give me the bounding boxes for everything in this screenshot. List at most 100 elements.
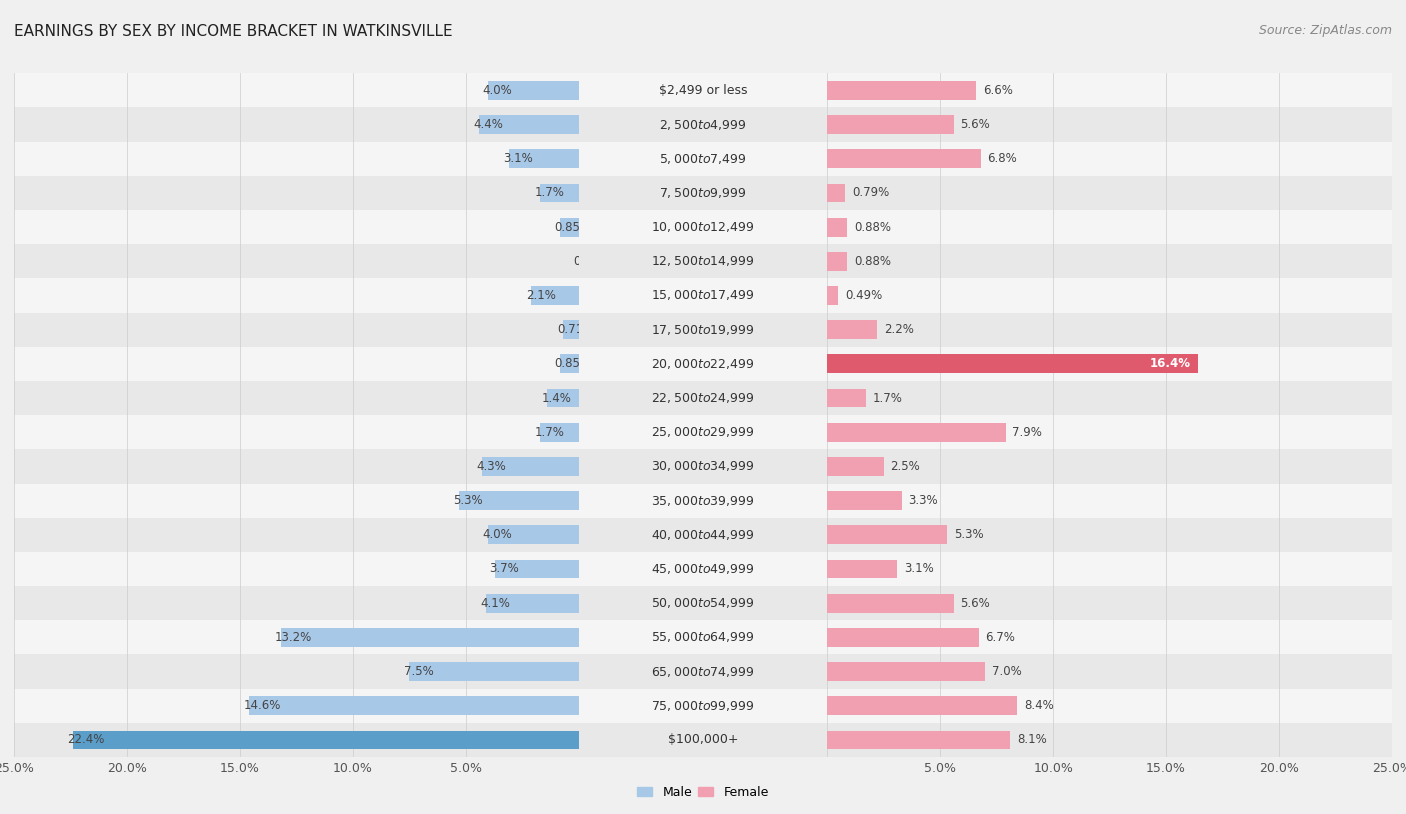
Text: $12,500 to $14,999: $12,500 to $14,999 xyxy=(651,254,755,269)
Bar xyxy=(249,696,579,716)
Bar xyxy=(531,286,579,305)
Bar xyxy=(263,620,1406,654)
Text: 2.5%: 2.5% xyxy=(890,460,921,473)
Bar xyxy=(0,415,1406,449)
Bar xyxy=(263,107,1406,142)
Bar xyxy=(0,484,1406,518)
Text: $20,000 to $22,499: $20,000 to $22,499 xyxy=(651,357,755,371)
Text: 0.85%: 0.85% xyxy=(554,221,591,234)
Text: 22.4%: 22.4% xyxy=(67,733,104,746)
Bar xyxy=(263,689,1406,723)
Legend: Male, Female: Male, Female xyxy=(633,781,773,803)
Bar xyxy=(0,313,1143,347)
Text: $75,000 to $99,999: $75,000 to $99,999 xyxy=(651,698,755,713)
Text: $30,000 to $34,999: $30,000 to $34,999 xyxy=(651,459,755,474)
Bar xyxy=(488,525,579,545)
Bar xyxy=(0,347,1143,381)
Text: 6.6%: 6.6% xyxy=(983,84,1012,97)
Bar xyxy=(0,347,1406,381)
Bar xyxy=(409,662,579,681)
Bar xyxy=(263,313,1406,347)
Bar xyxy=(263,415,1406,449)
Bar xyxy=(827,559,897,579)
Text: 3.7%: 3.7% xyxy=(489,562,519,575)
Bar xyxy=(0,449,1143,484)
Bar xyxy=(827,354,1198,374)
Bar xyxy=(263,654,1406,689)
Text: EARNINGS BY SEX BY INCOME BRACKET IN WATKINSVILLE: EARNINGS BY SEX BY INCOME BRACKET IN WAT… xyxy=(14,24,453,39)
Text: 3.3%: 3.3% xyxy=(908,494,938,507)
Text: 2.1%: 2.1% xyxy=(526,289,555,302)
Bar xyxy=(263,449,1406,484)
Bar xyxy=(827,388,866,408)
Text: Source: ZipAtlas.com: Source: ZipAtlas.com xyxy=(1258,24,1392,37)
Bar xyxy=(540,183,579,203)
Bar xyxy=(827,628,979,647)
Text: $2,499 or less: $2,499 or less xyxy=(659,84,747,97)
Bar xyxy=(0,142,1406,176)
Text: 0.49%: 0.49% xyxy=(845,289,883,302)
Text: 0.88%: 0.88% xyxy=(853,221,891,234)
Text: 1.7%: 1.7% xyxy=(534,426,565,439)
Bar xyxy=(827,286,838,305)
Bar xyxy=(0,586,1406,620)
Bar xyxy=(0,620,1143,654)
Text: 5.6%: 5.6% xyxy=(960,118,990,131)
Text: $22,500 to $24,999: $22,500 to $24,999 xyxy=(651,391,755,405)
Text: 4.0%: 4.0% xyxy=(482,84,513,97)
Text: $5,000 to $7,499: $5,000 to $7,499 xyxy=(659,151,747,166)
Text: $100,000+: $100,000+ xyxy=(668,733,738,746)
Bar xyxy=(0,723,1143,757)
Bar xyxy=(0,654,1143,689)
Bar xyxy=(0,723,1406,757)
Bar xyxy=(482,457,579,476)
Bar xyxy=(827,696,1017,716)
Bar xyxy=(0,73,1406,107)
Text: 5.3%: 5.3% xyxy=(453,494,484,507)
Bar xyxy=(827,730,1010,750)
Bar xyxy=(0,210,1143,244)
Bar xyxy=(0,278,1406,313)
Bar xyxy=(0,244,1143,278)
Bar xyxy=(0,176,1406,210)
Text: $17,500 to $19,999: $17,500 to $19,999 xyxy=(651,322,755,337)
Bar xyxy=(827,252,846,271)
Bar xyxy=(0,415,1143,449)
Bar xyxy=(486,593,579,613)
Bar xyxy=(263,244,1406,278)
Bar xyxy=(263,142,1406,176)
Bar xyxy=(827,149,981,168)
Bar xyxy=(263,210,1406,244)
Text: $25,000 to $29,999: $25,000 to $29,999 xyxy=(651,425,755,440)
Bar xyxy=(827,491,901,510)
Bar xyxy=(0,176,1143,210)
Bar xyxy=(495,559,579,579)
Bar xyxy=(0,381,1143,415)
Bar xyxy=(0,620,1406,654)
Bar xyxy=(0,518,1143,552)
Bar xyxy=(263,484,1406,518)
Text: 0.85%: 0.85% xyxy=(554,357,591,370)
Bar xyxy=(0,484,1143,518)
Bar xyxy=(827,422,1005,442)
Bar xyxy=(281,628,579,647)
Bar xyxy=(827,115,953,134)
Text: 16.4%: 16.4% xyxy=(1150,357,1191,370)
Bar xyxy=(0,107,1143,142)
Bar xyxy=(0,210,1406,244)
Bar xyxy=(0,381,1406,415)
Text: $65,000 to $74,999: $65,000 to $74,999 xyxy=(651,664,755,679)
Bar xyxy=(479,115,579,134)
Text: 4.3%: 4.3% xyxy=(477,460,506,473)
Text: 3.1%: 3.1% xyxy=(904,562,934,575)
Text: 7.0%: 7.0% xyxy=(993,665,1022,678)
Bar xyxy=(0,313,1406,347)
Bar xyxy=(263,176,1406,210)
Text: 14.6%: 14.6% xyxy=(243,699,281,712)
Bar xyxy=(0,654,1406,689)
Bar xyxy=(0,552,1143,586)
Bar xyxy=(0,244,1406,278)
Text: $55,000 to $64,999: $55,000 to $64,999 xyxy=(651,630,755,645)
Text: 1.7%: 1.7% xyxy=(534,186,565,199)
Bar xyxy=(827,81,976,100)
